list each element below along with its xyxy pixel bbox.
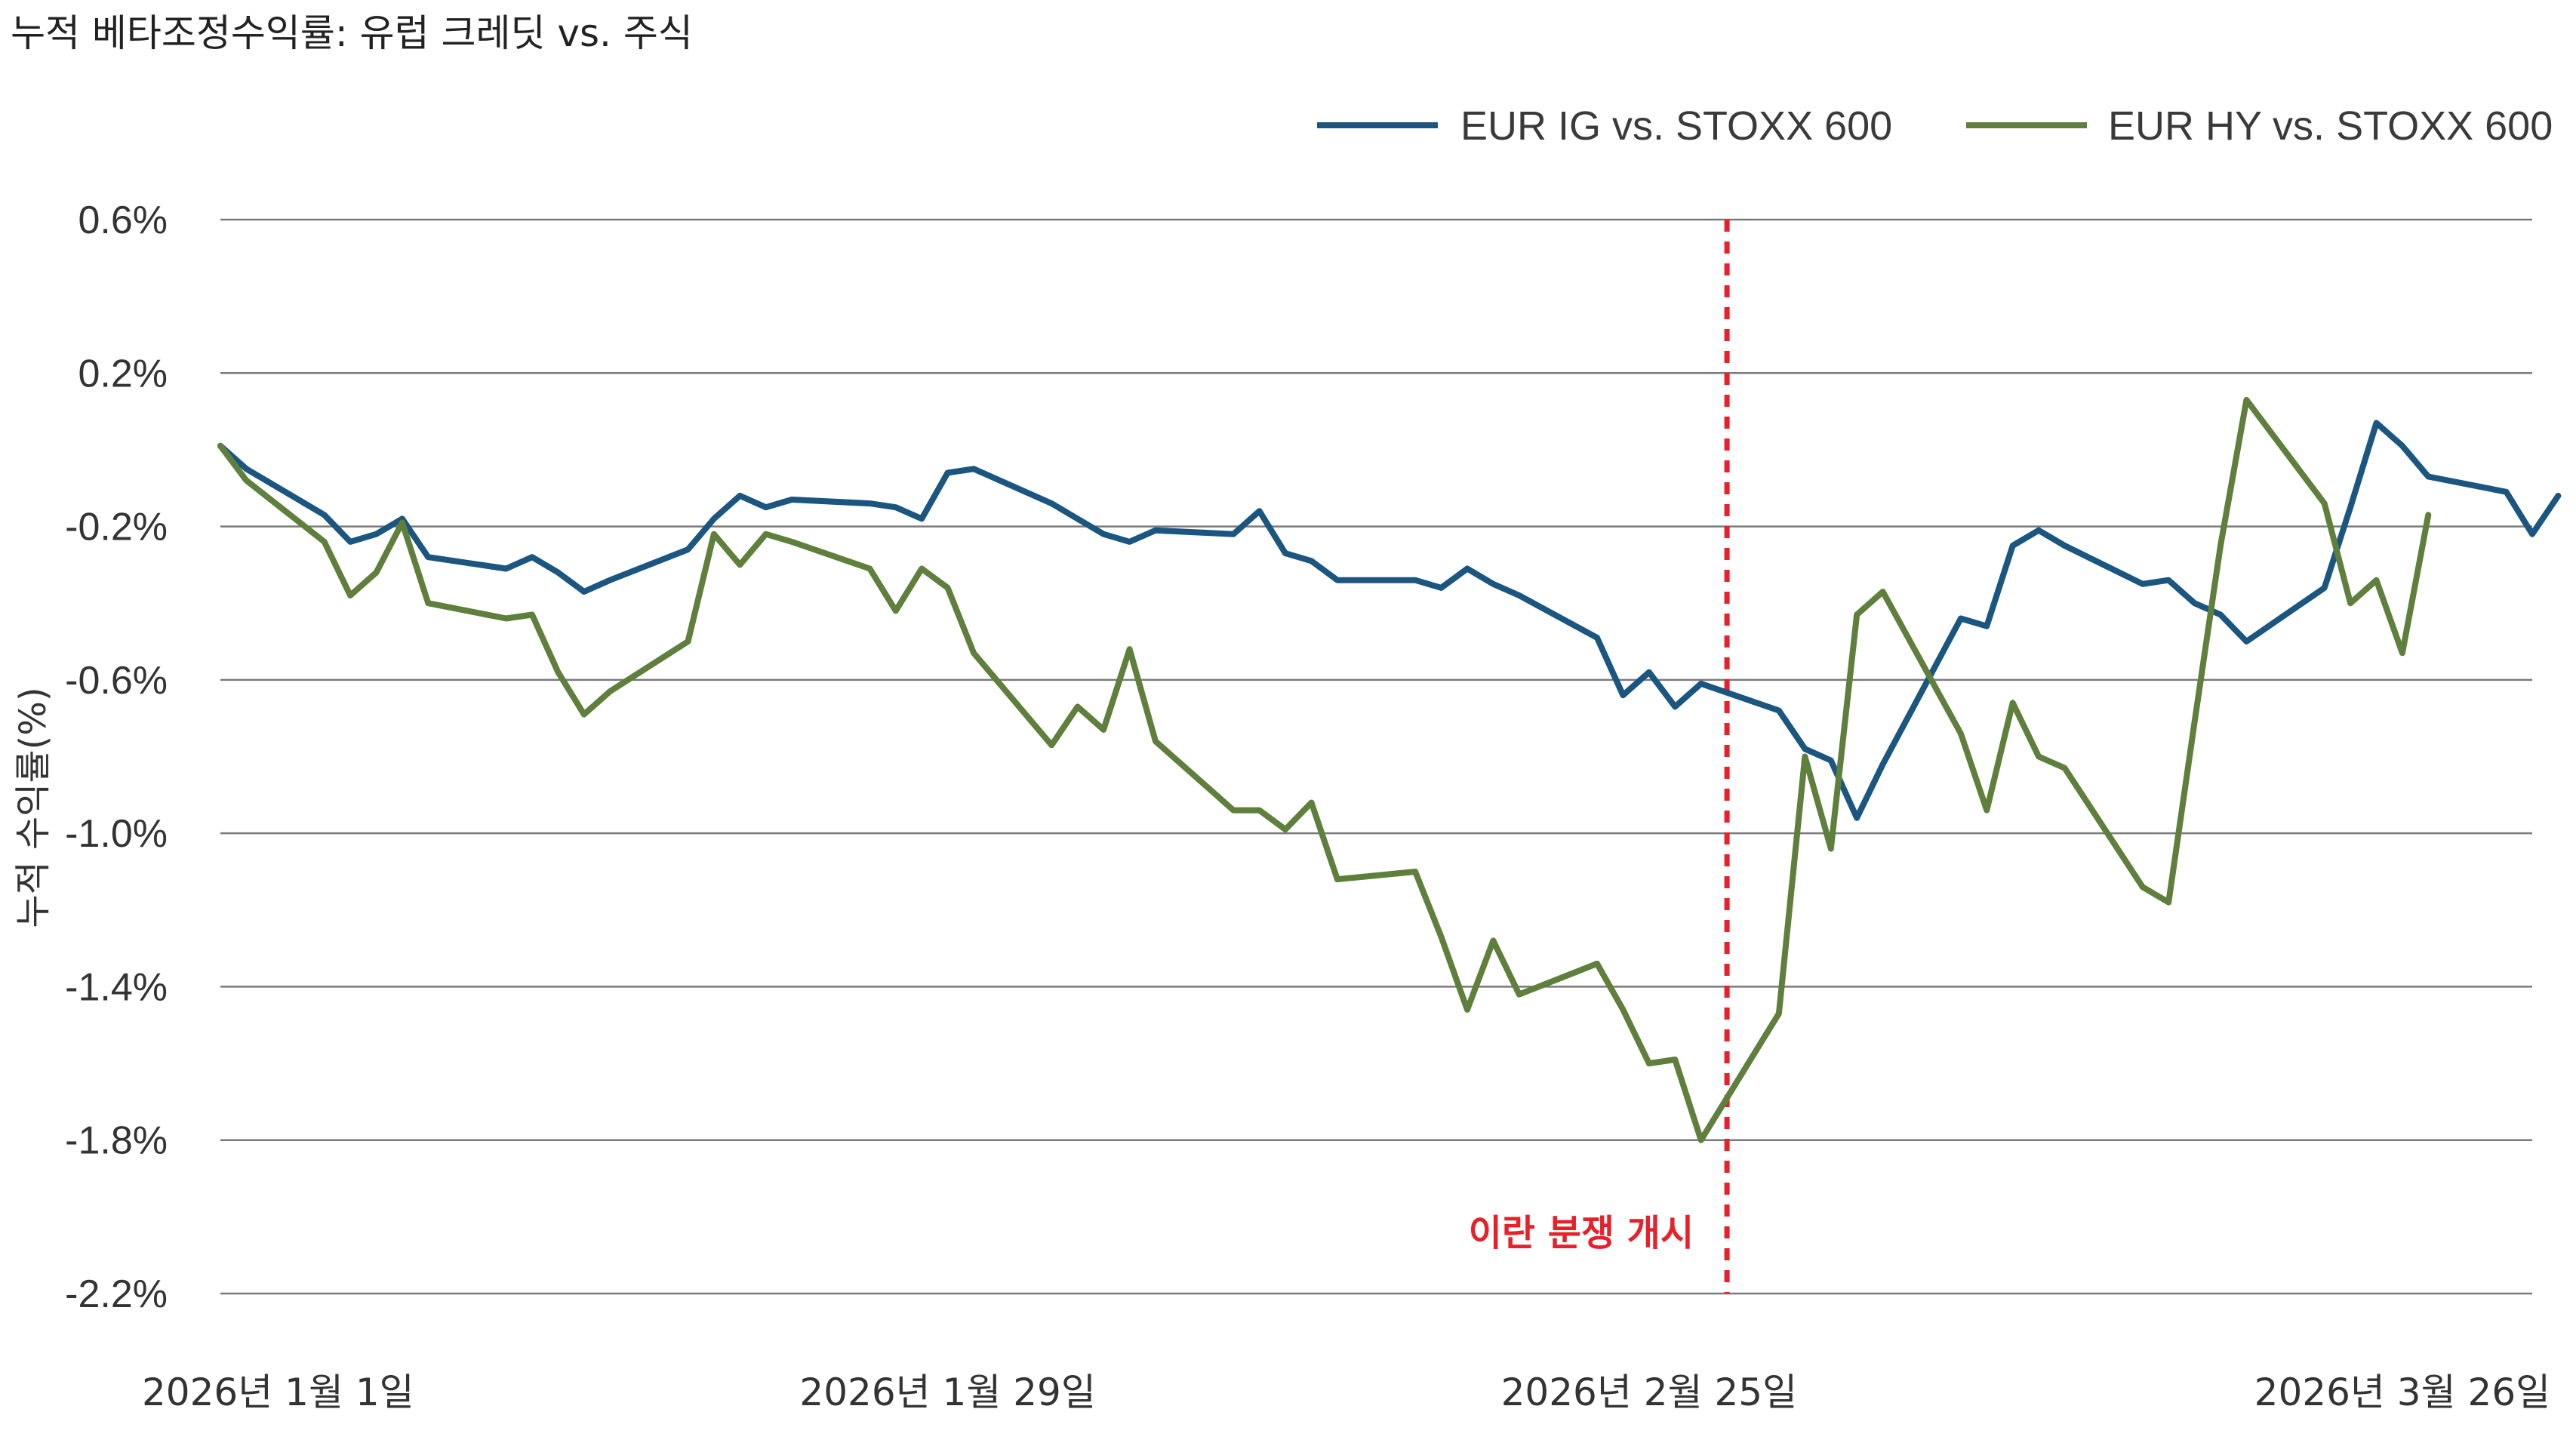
gridlines (220, 218, 2532, 1295)
legend-label-eur-hy: EUR HY vs. STOXX 600 (2108, 103, 2553, 149)
x-tick-label: 2026년 3월 26일 (2254, 1371, 2550, 1414)
y-tick-label: -0.6% (65, 659, 168, 703)
y-tick-label: -2.2% (65, 1272, 168, 1316)
x-tick-label: 2026년 1월 1일 (142, 1371, 414, 1414)
y-axis-label: 누적 수익률(%) (12, 687, 54, 928)
series-line-eur-ig (217, 420, 2562, 821)
x-tick-label: 2026년 1월 29일 (799, 1371, 1095, 1414)
y-tick-label: 0.6% (78, 198, 168, 242)
annotation-group: 이란 분쟁 개시 (1469, 220, 1730, 1294)
y-axis-ticks: 0.6% 0.2% -0.2% -0.6% -1.0% -1.4% -1.8% -2.2% (65, 198, 168, 1316)
legend-label-eur-ig: EUR IG vs. STOXX 600 (1460, 103, 1892, 149)
series-group (217, 396, 2562, 1143)
x-tick-label: 2026년 2월 25일 (1501, 1371, 1797, 1414)
y-tick-label: -1.8% (65, 1119, 168, 1163)
chart-title: 누적 베타조정수익률: 유럽 크레딧 vs. 주식 (11, 11, 693, 55)
x-axis-ticks: 2026년 1월 1일 2026년 1월 29일 2026년 2월 25일 2026년… (142, 1371, 2550, 1414)
conflict-annotation-label: 이란 분쟁 개시 (1469, 1212, 1694, 1254)
y-tick-label: 0.2% (78, 352, 168, 395)
y-tick-label: -1.4% (65, 965, 168, 1009)
y-tick-label: -1.0% (65, 812, 168, 856)
legend: EUR IG vs. STOXX 600 EUR HY vs. STOXX 600 (1317, 103, 2553, 149)
y-tick-label: -0.2% (65, 506, 168, 549)
series-line-eur-hy (217, 396, 2432, 1143)
